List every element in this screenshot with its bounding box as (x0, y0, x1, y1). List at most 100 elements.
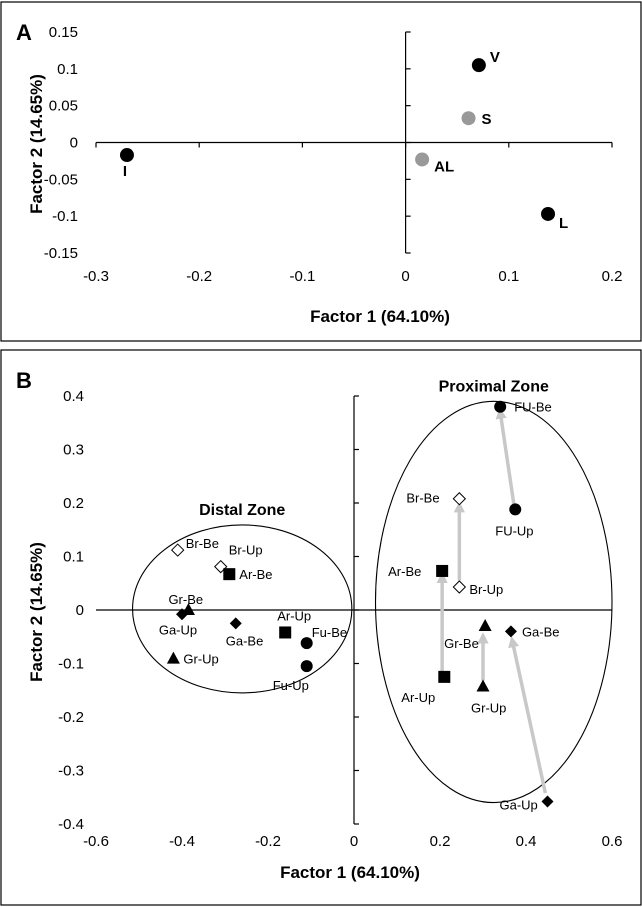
point-fu-be-distal-label: Fu-Be (312, 625, 347, 640)
point-fu-up-distal-label: Fu-Up (273, 678, 309, 693)
panel-b-y-axis-title: Factor 2 (14.65%) (27, 542, 46, 682)
panel-a-y-axis-title: Factor 2 (14.65%) (27, 74, 46, 214)
point-ar-up-proximal-label: Ar-Up (401, 690, 435, 705)
point-fu-up-proximal-label: FU-Up (495, 523, 533, 538)
panel-b-frame (0, 349, 642, 906)
point-fu-be-proximal (494, 400, 507, 413)
y-tick-label: -0.1 (52, 208, 78, 225)
y-tick-label: 0.3 (63, 442, 84, 459)
panel-a-label: A (16, 20, 32, 45)
point-br-be-proximal (452, 492, 467, 506)
point-label-v: V (490, 49, 500, 66)
panel-b-x-ticks: -0.6 -0.4 -0.2 0 0.2 0.4 0.6 (83, 833, 622, 850)
panel-b-points: Br-Be Br-Up Ar-Be Gr-Be Ga-Up Gr-Up Ga-Be Ar-Up… (159, 400, 560, 813)
zone-distal-zone-title: Distal Zone (199, 502, 285, 519)
x-tick-label: 0.2 (602, 268, 623, 285)
x-tick-label: -0.3 (83, 268, 109, 285)
point-i (119, 148, 134, 163)
y-tick-label: -0.15 (44, 245, 78, 262)
point-br-be-distal-label: Br-Be (186, 536, 219, 551)
point-ar-up-distal-label: Ar-Up (277, 608, 311, 623)
point-al (415, 152, 430, 167)
x-tick-label: 0 (350, 833, 358, 850)
panel-a-y-ticks: 0.15 0.1 0.05 0 -0.05 -0.1 -0.15 (44, 24, 411, 262)
x-tick-label: 0.1 (498, 268, 519, 285)
point-ar-be-distal-label: Ar-Be (239, 567, 272, 582)
panel-a-x-ticks: -0.3 -0.2 -0.1 0 0.1 0.2 (83, 142, 623, 285)
panel-b-label: B (16, 368, 32, 393)
point-label-i: I (123, 163, 127, 180)
x-tick-label: 0 (401, 268, 409, 285)
shift-arrow (508, 636, 548, 794)
panel-b-y-ticks: 0.4 0.3 0.2 0.1 0 -0.1 -0.2 -0.3 -0.4 (58, 388, 359, 833)
point-ga-up-proximal (541, 795, 554, 808)
x-tick-label: -0.6 (83, 833, 109, 850)
zone-distal-zone-ellipse (131, 524, 353, 694)
y-tick-label: 0.1 (57, 61, 78, 78)
panel-a-x-axis-title: Factor 1 (64.10%) (310, 307, 450, 326)
zone-proximal-zone-ellipse (374, 400, 613, 804)
point-br-up-proximal-label: Br-Up (469, 582, 503, 597)
point-ar-up-proximal (438, 670, 451, 683)
point-ar-be-proximal-label: Ar-Be (388, 564, 421, 579)
point-gr-up-proximal-label: Gr-Up (471, 701, 506, 716)
x-tick-label: -0.1 (289, 268, 315, 285)
point-ga-up-distal (176, 608, 188, 621)
y-tick-label: -0.2 (58, 709, 84, 726)
shift-arrow (495, 407, 517, 514)
panel-a: A -0.3 -0.2 -0.1 0 0.1 0.2 0.150.10.050-0.05-… (0, 1, 642, 342)
point-gr-be-proximal (478, 619, 492, 632)
y-tick-label: -0.4 (58, 816, 84, 833)
y-tick-label: 0 (70, 135, 78, 152)
x-tick-label: -0.2 (186, 268, 212, 285)
x-tick-label: -0.4 (169, 833, 195, 850)
point-fu-be-proximal-label: FU-Be (514, 400, 552, 415)
point-fu-up-proximal (509, 503, 522, 516)
point-label-al: AL (434, 158, 454, 175)
point-s (461, 111, 476, 126)
point-gr-be-proximal-label: Gr-Be (444, 636, 479, 651)
point-fu-be-distal (300, 637, 313, 650)
x-tick-label: 0.6 (602, 833, 623, 850)
x-tick-label: 0.2 (430, 833, 451, 850)
point-gr-up-distal (166, 651, 180, 664)
panel-b-x-axis-title: Factor 1 (64.10%) (280, 863, 420, 882)
point-ga-up-proximal-label: Ga-Up (500, 798, 538, 813)
point-ga-up-distal-label: Ga-Up (159, 622, 197, 637)
y-tick-label: 0.1 (63, 549, 84, 566)
point-v (471, 58, 486, 73)
point-l (541, 206, 556, 221)
point-br-up-proximal (452, 580, 467, 594)
y-tick-label: -0.3 (58, 763, 84, 780)
x-tick-label: -0.2 (255, 833, 281, 850)
point-br-be-proximal-label: Br-Be (406, 491, 439, 506)
point-br-up-distal-label: Br-Up (229, 543, 263, 558)
y-tick-label: 0.4 (63, 388, 84, 405)
y-tick-label: 0.15 (49, 24, 78, 41)
point-gr-up-distal-label: Gr-Up (183, 652, 218, 667)
point-ga-be-proximal (504, 625, 517, 638)
point-br-be-distal (170, 543, 185, 557)
point-ga-be-proximal-label: Ga-Be (522, 624, 560, 639)
point-ar-be-distal (223, 568, 236, 581)
point-ga-be-distal-label: Ga-Be (226, 633, 264, 648)
panel-b-arrows (436, 407, 548, 794)
point-ga-be-distal (229, 617, 242, 630)
panel-a-frame (0, 1, 642, 342)
zone-proximal-zone-title: Proximal Zone (439, 378, 549, 395)
point-gr-up-proximal (476, 679, 490, 692)
point-label-l: L (559, 215, 568, 232)
x-tick-label: 0.4 (516, 833, 537, 850)
point-ar-be-proximal (436, 564, 449, 577)
y-tick-label: 0.05 (49, 98, 78, 115)
point-gr-be-distal-label: Gr-Be (168, 592, 203, 607)
y-tick-label: 0 (76, 602, 84, 619)
point-label-s: S (482, 111, 492, 128)
panel-a-points: I V S AL L (119, 49, 568, 232)
y-tick-label: -0.05 (44, 171, 78, 188)
y-tick-label: 0.2 (63, 495, 84, 512)
point-fu-up-distal (300, 660, 313, 673)
y-tick-label: -0.1 (58, 656, 84, 673)
